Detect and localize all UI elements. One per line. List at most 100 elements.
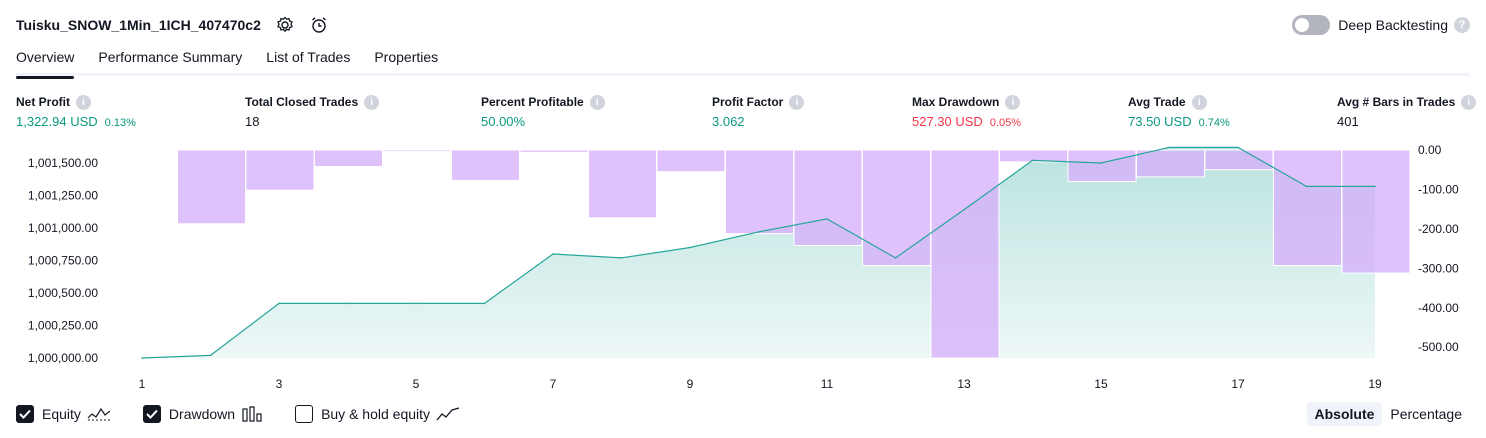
checkbox-checked-icon[interactable] (142, 405, 161, 423)
x-axis-tick-label: 9 (687, 377, 694, 391)
equity-point (141, 357, 143, 359)
drawdown-bar (862, 149, 931, 267)
buy-hold-checkbox[interactable]: Buy & hold equity (295, 405, 460, 423)
metric-label: Avg Trade (1128, 95, 1186, 109)
settings-gear-icon[interactable] (275, 15, 295, 35)
equity-drawdown-chart[interactable]: 1,000,000.00 1,000,250.00 1,000,500.00 1,00… (0, 140, 1486, 396)
drawdown-bar (314, 149, 383, 168)
metric-value: 50.00% (481, 114, 526, 129)
metric-value: 3.062 (712, 114, 745, 129)
drawdown-bar (656, 149, 726, 173)
info-icon[interactable]: i (1461, 94, 1477, 110)
drawdown-bar (451, 149, 520, 181)
buy-hold-label: Buy & hold equity (321, 406, 431, 422)
info-icon[interactable]: i (364, 94, 380, 110)
drawdown-bar (1341, 149, 1411, 274)
right-axis-tick-label: -400.00 (1418, 301, 1459, 315)
chart-legend-bar: Equity Drawdown Buy & hold equity Absolu… (16, 402, 1470, 426)
metric-percent: 0.05% (989, 117, 1022, 129)
equity-point (826, 218, 828, 220)
metric-net-profit: Net Profit i 1,322.94 USD 0.13% (16, 94, 136, 132)
right-axis-tick-label: -300.00 (1418, 261, 1459, 275)
x-axis-tick-label: 13 (957, 377, 971, 391)
right-axis-tick-label: -200.00 (1418, 222, 1459, 236)
left-axis-tick-label: 1,001,250.00 (28, 189, 98, 203)
metric-profit-factor: Profit Factor i 3.062 (712, 94, 805, 132)
equity-wave-icon (87, 406, 111, 422)
metric-label: Percent Profitable (481, 95, 584, 109)
info-icon[interactable]: i (1005, 94, 1021, 110)
left-axis-tick-label: 1,000,000.00 (28, 351, 98, 365)
equity-point (1100, 162, 1102, 164)
drawdown-bars (107, 149, 1411, 359)
toggle-knob (1295, 18, 1310, 32)
tab-overview[interactable]: Overview (16, 46, 75, 79)
metric-label: Total Closed Trades (245, 95, 359, 109)
equity-point (894, 257, 897, 259)
absolute-mode-button[interactable]: Absolute (1306, 402, 1383, 426)
drawdown-bar (930, 149, 1000, 359)
metric-avg-trade: Avg Trade i 73.50 USD 0.74% (1128, 94, 1230, 132)
alarm-clock-icon[interactable] (309, 15, 329, 35)
drawdown-checkbox[interactable]: Drawdown (142, 405, 263, 423)
deep-backtesting-control: Deep Backtesting ? (1292, 12, 1470, 38)
drawdown-bar (382, 149, 452, 153)
left-axis-tick-label: 1,000,750.00 (28, 254, 98, 268)
left-axis-tick-label: 1,001,500.00 (28, 156, 98, 170)
metric-label: Net Profit (16, 95, 70, 109)
equity-point (1237, 146, 1239, 149)
left-axis-tick-label: 1,000,500.00 (28, 286, 98, 300)
equity-point (552, 253, 554, 255)
equity-point (620, 257, 623, 259)
deep-backtesting-toggle[interactable] (1292, 15, 1331, 35)
equity-area (142, 147, 1375, 358)
x-axis-tick-label: 15 (1094, 377, 1108, 391)
drawdown-bar (519, 149, 589, 153)
equity-point (1168, 146, 1171, 149)
x-axis-tick-label: 3 (276, 377, 283, 391)
metric-avg-bars-in-trades: Avg # Bars in Trades i 401 (1337, 94, 1477, 132)
metric-value: 73.50 USD (1128, 114, 1192, 129)
info-icon[interactable]: i (589, 94, 605, 110)
tab-list-of-trades[interactable]: List of Trades (266, 49, 351, 65)
drawdown-bar (1204, 149, 1274, 171)
left-axis: 1,000,000.00 1,000,250.00 1,000,500.00 1,00… (28, 156, 98, 365)
equity-point (415, 302, 417, 305)
drawdown-bars-icon (241, 406, 263, 422)
checkbox-checked-icon[interactable] (16, 405, 34, 423)
equity-point (689, 246, 691, 249)
drawdown-bar (1136, 149, 1205, 178)
right-axis-tick-label: 0.00 (1418, 143, 1442, 157)
equity-point (346, 302, 349, 305)
right-axis-tick-label: -100.00 (1418, 182, 1459, 196)
equity-area-fill (142, 147, 1375, 358)
metric-percent: 0.74% (1198, 117, 1230, 129)
x-axis-tick-label: 17 (1231, 377, 1245, 391)
drawdown-bar (107, 149, 178, 152)
info-icon[interactable]: i (789, 94, 805, 110)
checkbox-unchecked-icon[interactable] (295, 405, 314, 423)
metric-max-drawdown: Max Drawdown i 527.30 USD 0.05% (912, 94, 1021, 132)
metric-label: Max Drawdown (912, 95, 1000, 109)
report-tabs: Overview Performance Summary List of Tra… (16, 46, 1470, 79)
drawdown-bar (1067, 149, 1137, 183)
info-icon[interactable]: i (1191, 94, 1207, 110)
right-axis-tick-label: -500.00 (1418, 340, 1459, 354)
drawdown-bar (245, 149, 315, 191)
metric-value: 1,322.94 USD (16, 114, 98, 129)
equity-checkbox[interactable]: Equity (16, 405, 111, 423)
equity-point (483, 302, 486, 305)
equity-point (1305, 185, 1308, 188)
drawdown-bar (588, 149, 657, 219)
metric-percent: 0.13% (104, 117, 136, 129)
tab-performance-summary[interactable]: Performance Summary (98, 49, 243, 65)
tab-properties[interactable]: Properties (374, 49, 439, 65)
drawdown-bar (1273, 149, 1342, 267)
info-icon[interactable]: i (76, 94, 91, 110)
help-icon[interactable]: ? (1454, 17, 1470, 33)
percentage-mode-button[interactable]: Percentage (1390, 406, 1462, 422)
drawdown-bar (793, 149, 863, 246)
metric-value: 401 (1337, 114, 1359, 129)
metric-percent-profitable: Percent Profitable i 50.00% (481, 94, 605, 132)
x-axis-tick-label: 1 (139, 377, 146, 391)
